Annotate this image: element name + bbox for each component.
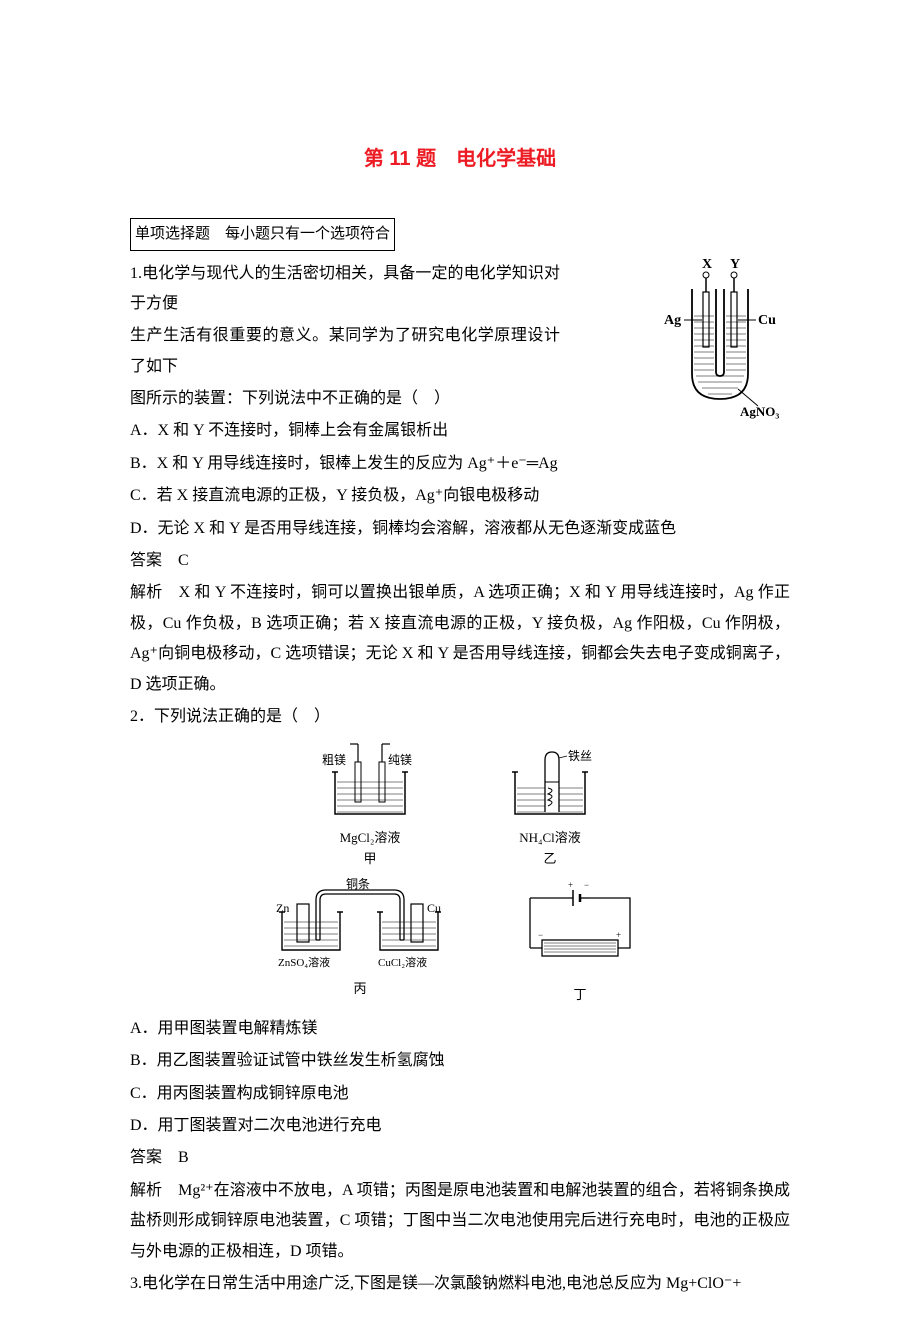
- q1-stem-line1: 1.电化学与现代人的生活密切相关，具备一定的电化学知识对于方便: [130, 259, 560, 320]
- u-tube-diagram: X Y: [620, 254, 800, 429]
- label-agno3: AgNO₃: [740, 404, 779, 419]
- svg-text:+: +: [616, 930, 621, 940]
- diagram-yi: 铁丝 NH₄Cl溶液 乙: [490, 742, 610, 867]
- electrode-cu: [731, 292, 737, 347]
- question-1: 1.电化学与现代人的生活密切相关，具备一定的电化学知识对于方便 生产生活有很重要…: [130, 259, 790, 512]
- electrode-ag: [703, 292, 709, 347]
- svg-text:+: +: [568, 880, 573, 890]
- svg-text:ZnSO₄溶液: ZnSO₄溶液: [278, 955, 330, 969]
- svg-text:+: +: [348, 742, 354, 745]
- page-title: 第 11 题 电化学基础: [130, 140, 790, 178]
- diagram-yi-svg: 铁丝: [490, 742, 610, 827]
- svg-text:铜条: 铜条: [346, 878, 370, 891]
- jia-sol-label: MgCl₂溶液: [340, 829, 401, 847]
- diagram-jia: + − 粗镁 纯镁 MgCl₂溶液 甲: [310, 742, 430, 867]
- ding-name: 丁: [573, 986, 586, 1004]
- svg-text:铁丝: 铁丝: [568, 749, 592, 763]
- svg-text:−: −: [390, 742, 396, 745]
- u-tube-outer: [692, 289, 748, 399]
- q2-option-c: C．用丙图装置构成铜锌原电池: [130, 1079, 790, 1109]
- q1-explain: 解析 X 和 Y 不连接时，铜可以置换出银单质，A 选项正确；X 和 Y 用导线…: [130, 578, 790, 700]
- diagram-ding-svg: + − − +: [510, 878, 650, 978]
- diagrams-row-2: 铜条 Zn Cu: [130, 878, 790, 1004]
- terminal-y-icon: [731, 272, 737, 278]
- yi-name: 乙: [543, 850, 556, 868]
- q1-option-a: A．X 和 Y 不连接时，铜棒上会有金属银析出: [130, 416, 560, 446]
- svg-text:CuCl₂溶液: CuCl₂溶液: [378, 955, 427, 969]
- diagrams-row-1: + − 粗镁 纯镁 MgCl₂溶液 甲: [130, 742, 790, 867]
- label-ag: Ag: [664, 313, 681, 328]
- label-x: X: [702, 257, 712, 272]
- q1-option-d: D．无论 X 和 Y 是否用导线连接，铜棒均会溶解，溶液都从无色逐渐变成蓝色: [130, 514, 790, 544]
- section-header: 单项选择题 每小题只有一个选项符合: [130, 218, 395, 251]
- svg-text:Cu: Cu: [427, 901, 441, 915]
- jia-name: 甲: [363, 850, 376, 868]
- q1-option-b: B．X 和 Y 用导线连接时，银棒上发生的反应为 Ag⁺＋e⁻═Ag: [130, 449, 560, 479]
- diagram-jia-svg: + − 粗镁 纯镁: [310, 742, 430, 827]
- q1-stem-line2: 生产生活有很重要的意义。某同学为了研究电化学原理设计了如下: [130, 321, 560, 382]
- q2-answer: 答案 B: [130, 1143, 790, 1173]
- q2-option-b: B．用乙图装置验证试管中铁丝发生析氢腐蚀: [130, 1046, 790, 1076]
- svg-text:纯镁: 纯镁: [388, 753, 412, 767]
- q1-answer: 答案 C: [130, 546, 790, 576]
- q2-stem: 2．下列说法正确的是（ ）: [130, 702, 790, 732]
- q3-stem: 3.电化学在日常生活中用途广泛,下图是镁—次氯酸钠燃料电池,电池总反应为 Mg+…: [130, 1269, 790, 1299]
- u-tube-inner: [716, 289, 724, 376]
- diagram-bing: 铜条 Zn Cu: [270, 878, 450, 1004]
- diagram-bing-svg: 铜条 Zn Cu: [270, 878, 450, 978]
- svg-text:−: −: [584, 880, 589, 890]
- svg-text:粗镁: 粗镁: [322, 753, 346, 767]
- q2-option-d: D．用丁图装置对二次电池进行充电: [130, 1111, 790, 1141]
- q2-explain: 解析 Mg²⁺在溶液中不放电，A 项错；丙图是原电池装置和电解池装置的组合，若将…: [130, 1176, 790, 1267]
- label-cu: Cu: [758, 313, 776, 328]
- svg-text:−: −: [538, 930, 543, 940]
- q2-option-a: A．用甲图装置电解精炼镁: [130, 1014, 790, 1044]
- q1-stem-line3: 图所示的装置：下列说法中不正确的是（ ）: [130, 384, 560, 414]
- yi-sol-label: NH₄Cl溶液: [519, 829, 581, 847]
- label-y: Y: [730, 257, 740, 272]
- u-tube-svg: X Y: [620, 254, 800, 434]
- diagram-ding: + − − + 丁: [510, 878, 650, 1004]
- terminal-x-icon: [703, 272, 709, 278]
- q1-option-c: C．若 X 接直流电源的正极，Y 接负极，Ag⁺向银电极移动: [130, 481, 560, 511]
- solution-hatch: [694, 316, 746, 394]
- section-header-wrap: 单项选择题 每小题只有一个选项符合: [130, 218, 790, 259]
- bing-name: 丙: [353, 980, 366, 998]
